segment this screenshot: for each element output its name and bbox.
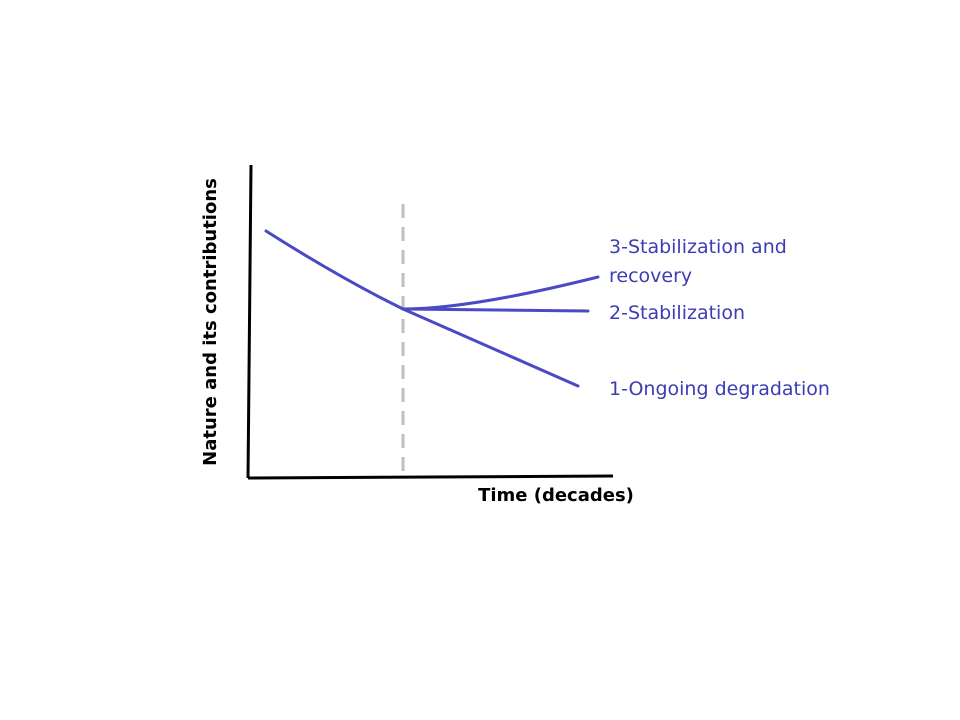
y-axis-label: Nature and its contributions	[200, 178, 221, 466]
scenario-3-line	[401, 275, 600, 311]
scenario-1-line	[401, 307, 580, 388]
x-axis	[247, 474, 614, 480]
y-axis	[246, 164, 253, 479]
scenario-3-label-line2: recovery	[609, 265, 692, 287]
historical-trend-line	[264, 229, 405, 311]
scenario-3-label-line1: 3-Stabilization and	[609, 236, 787, 258]
scenario-1-label: 1-Ongoing degradation	[609, 378, 830, 400]
x-axis-label: Time (decades)	[478, 485, 634, 506]
scenario-2-label: 2-Stabilization	[609, 302, 745, 324]
scenario-2-line	[401, 307, 590, 313]
